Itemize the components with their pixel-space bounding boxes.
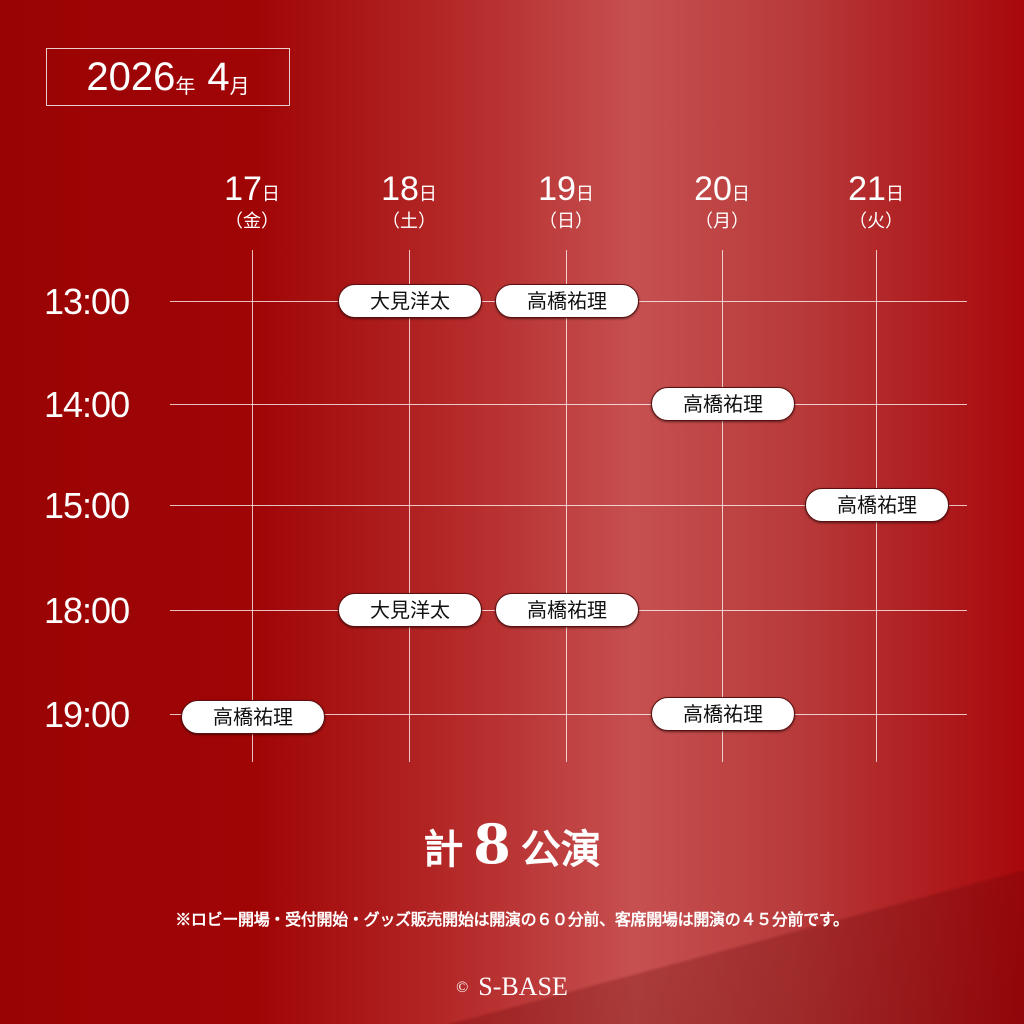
year-unit: 年: [175, 75, 196, 98]
total-prefix: 計: [423, 826, 464, 873]
day-unit: 日: [731, 184, 750, 204]
grid-vline: [722, 250, 723, 762]
copyright-text: S-BASE: [478, 972, 568, 1001]
notice-text: ※ロビー開場・受付開始・グッズ販売開始は開演の６０分前、客席開場は開演の４５分前…: [175, 910, 849, 929]
day-header: 19日 （日）: [506, 170, 626, 233]
performance-pill: 大見洋太: [338, 593, 482, 627]
day-number: 21: [848, 170, 886, 208]
time-label: 18:00: [44, 590, 130, 631]
day-header: 21日 （火）: [816, 170, 936, 233]
grid-vline: [566, 250, 567, 762]
day-unit: 日: [575, 184, 594, 204]
copyright: © S-BASE: [0, 972, 1024, 1002]
grid-vline: [252, 250, 253, 762]
time-label: 19:00: [44, 694, 130, 735]
copyright-symbol: ©: [456, 979, 469, 996]
day-number: 18: [381, 170, 419, 208]
performance-pill: 高橋祐理: [495, 593, 639, 627]
day-header: 20日 （月）: [662, 170, 782, 233]
performance-pill: 高橋祐理: [651, 387, 795, 421]
time-label: 15:00: [44, 485, 130, 526]
day-unit: 日: [261, 184, 280, 204]
grid-hline: [170, 404, 967, 405]
performance-pill: 高橋祐理: [495, 284, 639, 318]
weekday: （火）: [849, 211, 903, 231]
grid-vline: [409, 250, 410, 762]
weekday: （日）: [539, 211, 593, 231]
day-number: 20: [694, 170, 732, 208]
day-number: 17: [224, 170, 262, 208]
month-label: 2026 年 4 月: [46, 48, 290, 106]
time-label: 13:00: [44, 281, 130, 322]
day-header: 17日 （金）: [192, 170, 312, 233]
time-label: 14:00: [44, 384, 130, 425]
total-count: 8: [473, 812, 511, 876]
weekday: （金）: [225, 211, 279, 231]
weekday: （月）: [695, 211, 749, 231]
grid-hline: [170, 505, 967, 506]
grid-hline: [170, 714, 967, 715]
month-unit: 月: [229, 75, 250, 98]
performance-pill: 高橋祐理: [651, 697, 795, 731]
total-performances: 計 8 公演: [0, 812, 1024, 876]
total-suffix: 公演: [520, 826, 601, 873]
weekday: （土）: [382, 211, 436, 231]
performance-pill: 高橋祐理: [181, 700, 325, 734]
month: 4: [207, 54, 230, 99]
performance-pill: 大見洋太: [338, 284, 482, 318]
performance-pill: 高橋祐理: [805, 488, 949, 522]
day-header: 18日 （土）: [349, 170, 469, 233]
day-number: 19: [538, 170, 576, 208]
year: 2026: [86, 54, 176, 99]
day-unit: 日: [418, 184, 437, 204]
day-unit: 日: [885, 184, 904, 204]
